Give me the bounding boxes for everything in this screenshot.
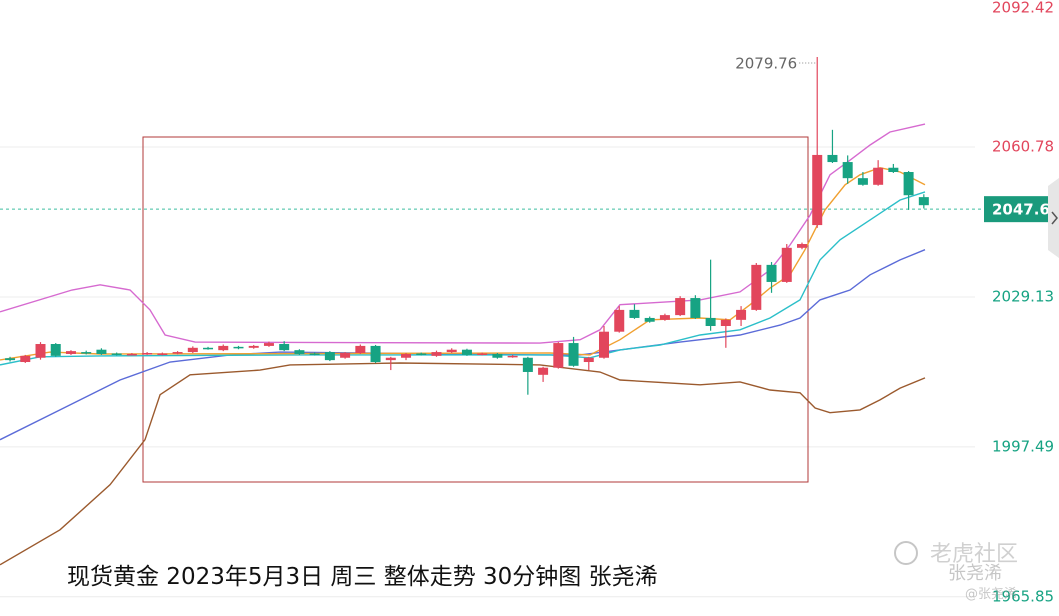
scroll-arrow[interactable]	[1051, 211, 1058, 225]
candle-body	[492, 353, 503, 358]
candle-body	[568, 343, 579, 366]
candle-body	[248, 345, 259, 348]
candle-body	[5, 358, 16, 361]
candle-body	[461, 349, 472, 355]
candle-body	[918, 197, 929, 206]
candle-body	[355, 345, 366, 354]
candle-body	[309, 353, 320, 355]
last-price-box	[984, 196, 1059, 223]
candle-body	[720, 319, 731, 327]
candle-body	[35, 344, 46, 358]
candle-body	[583, 357, 594, 363]
candle-body	[203, 347, 214, 350]
candle-body	[812, 154, 823, 226]
candle-body	[659, 315, 670, 320]
candle-body	[553, 343, 564, 368]
candle-body	[142, 353, 153, 355]
y-tick-label: 2029.13	[992, 287, 1054, 305]
candle-body	[50, 344, 61, 356]
candle-body	[522, 357, 533, 372]
candle-body	[233, 346, 244, 349]
candle-body	[172, 352, 183, 354]
indicator-line	[0, 191, 926, 366]
watermark-icon	[894, 541, 918, 565]
candle-body	[796, 244, 807, 248]
candle-body	[157, 353, 168, 355]
candle-body	[370, 345, 381, 363]
indicator-line	[0, 166, 926, 361]
y-tick-label: 2060.78	[992, 137, 1054, 155]
candle-body	[629, 309, 640, 318]
watermark-brand: 老虎社区	[930, 542, 1018, 567]
y-tick-label: 1997.49	[992, 437, 1054, 455]
candle-body	[903, 172, 914, 196]
caption: 现货黄金 2023年5月3日 周三 整体走势 30分钟图 张尧浠	[67, 564, 658, 590]
candle-body	[279, 344, 290, 351]
candle-body	[614, 309, 625, 332]
candle-body	[324, 352, 335, 361]
watermark-author: 张尧浠	[948, 563, 1002, 584]
candle-body	[218, 345, 229, 351]
candle-body	[477, 353, 488, 355]
indicator-line	[0, 362, 926, 566]
candle-body	[65, 351, 76, 354]
candle-body	[857, 178, 868, 185]
y-tick-label: 1965.85	[992, 587, 1054, 605]
candle-body	[644, 317, 655, 322]
candle-body	[705, 317, 716, 327]
candle-body	[766, 264, 777, 282]
candle-body	[690, 298, 701, 318]
price-axis: 2092.42 2060.78 2029.13 1997.49 1965.85 2047.…	[984, 0, 1059, 605]
candle-body	[187, 347, 198, 353]
candle-body	[96, 349, 107, 354]
candle-body	[736, 309, 747, 320]
candle-body	[294, 350, 305, 354]
candle-body	[538, 367, 549, 375]
candle-body	[416, 353, 427, 355]
candle-body	[888, 167, 899, 173]
candle-body	[20, 355, 31, 363]
candle-body	[842, 162, 853, 179]
watermark: 老虎社区 张尧浠 @张尧浠	[894, 541, 1018, 602]
candle-body	[507, 355, 518, 358]
candle-body	[431, 352, 442, 356]
candle-body	[340, 353, 351, 358]
candles: 2079.76	[5, 55, 929, 395]
candle-body	[385, 357, 396, 361]
y-tick-label: 2092.42	[992, 0, 1054, 17]
candle-body	[599, 331, 610, 358]
candle-body	[751, 264, 762, 310]
watermark-handle: @张尧浠	[965, 587, 1017, 602]
candle-body	[827, 154, 838, 163]
candle-body	[263, 343, 274, 346]
last-price-label: 2047.66	[992, 201, 1059, 219]
highlight-box	[142, 136, 809, 483]
candle-body	[401, 353, 412, 358]
candle-body	[126, 353, 137, 356]
candle-body	[873, 167, 884, 185]
candle-body	[781, 247, 792, 282]
grid	[0, 146, 983, 598]
candle-body	[446, 349, 457, 353]
candle-body	[81, 352, 92, 354]
candle-body	[111, 353, 122, 355]
candle-body	[675, 298, 686, 316]
max-label: 2079.76	[735, 55, 797, 73]
scroll-handle[interactable]	[1048, 178, 1059, 258]
